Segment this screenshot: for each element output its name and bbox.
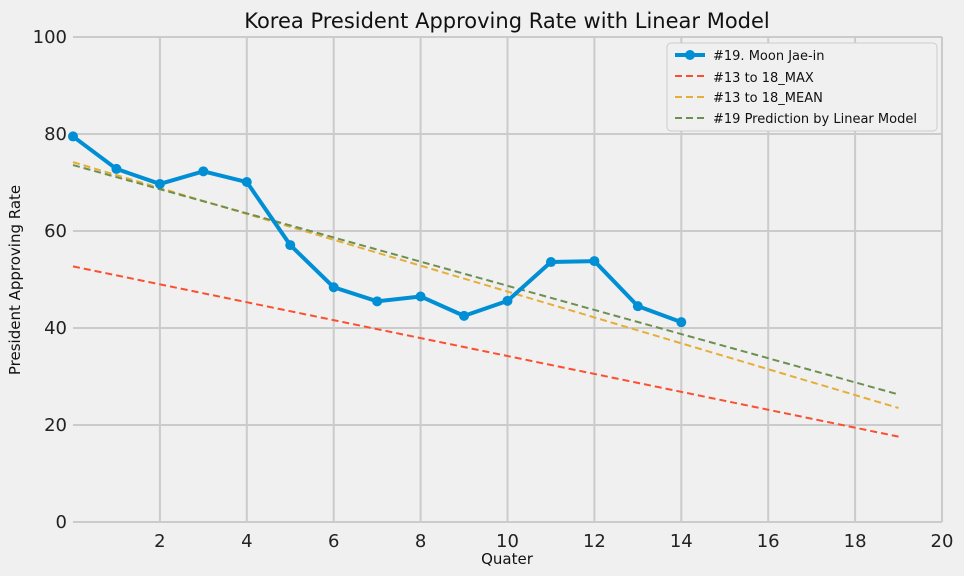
x-tick-label: 6 [328, 531, 339, 552]
y-tick-label: 100 [33, 27, 67, 48]
data-point [198, 166, 209, 177]
grid [73, 36, 943, 523]
legend-label-mean: #13 to 18_MEAN [713, 91, 823, 106]
series-line-2 [72, 161, 899, 409]
legend-box [666, 42, 938, 132]
x-tick-label: 20 [931, 531, 954, 552]
y-tick-label: 40 [44, 318, 67, 339]
data-point [328, 282, 339, 293]
x-tick-label: 12 [583, 531, 606, 552]
data-point [372, 296, 383, 307]
legend-marker [685, 50, 695, 60]
data-point [415, 291, 426, 302]
data-point [111, 163, 122, 174]
series-markers [68, 131, 687, 328]
data-point [545, 257, 556, 268]
data-point [241, 177, 252, 188]
x-tick-label: 18 [844, 531, 867, 552]
y-tick-label: 20 [44, 415, 67, 436]
legend-swatches [675, 50, 705, 119]
chart-title: Korea President Approving Rate with Line… [244, 9, 770, 33]
x-tick-label: 14 [670, 531, 693, 552]
data-point [68, 131, 78, 142]
y-axis-label: President Approving Rate [6, 185, 24, 375]
series-line-1 [72, 265, 899, 438]
y-tick-label: 60 [44, 221, 67, 242]
data-point [589, 256, 600, 267]
legend: #19. Moon Jae-in #13 to 18_MAX #13 to 18… [666, 42, 938, 132]
x-axis-label: Quater [481, 550, 534, 568]
x-tick-label: 2 [154, 531, 165, 552]
data-point [154, 178, 165, 189]
x-tick-labels: 2 4 6 8 10 12 14 16 18 20 [154, 531, 953, 552]
x-tick-label: 4 [241, 531, 252, 552]
data-point [676, 317, 687, 328]
legend-label-max: #13 to 18_MAX [713, 71, 814, 86]
x-tick-label: 8 [415, 531, 426, 552]
data-point [459, 310, 470, 321]
legend-label-prediction: #19 Prediction by Linear Model [713, 112, 917, 127]
legend-label-moon: #19. Moon Jae-in [713, 49, 825, 64]
y-tick-label: 80 [44, 124, 67, 145]
y-tick-label: 0 [56, 512, 67, 533]
data-point [285, 240, 296, 251]
y-tick-labels: 0 20 40 60 80 100 [33, 27, 67, 533]
data-point [502, 295, 513, 306]
x-tick-label: 10 [496, 531, 519, 552]
data-point [632, 301, 643, 312]
x-tick-label: 16 [757, 531, 780, 552]
